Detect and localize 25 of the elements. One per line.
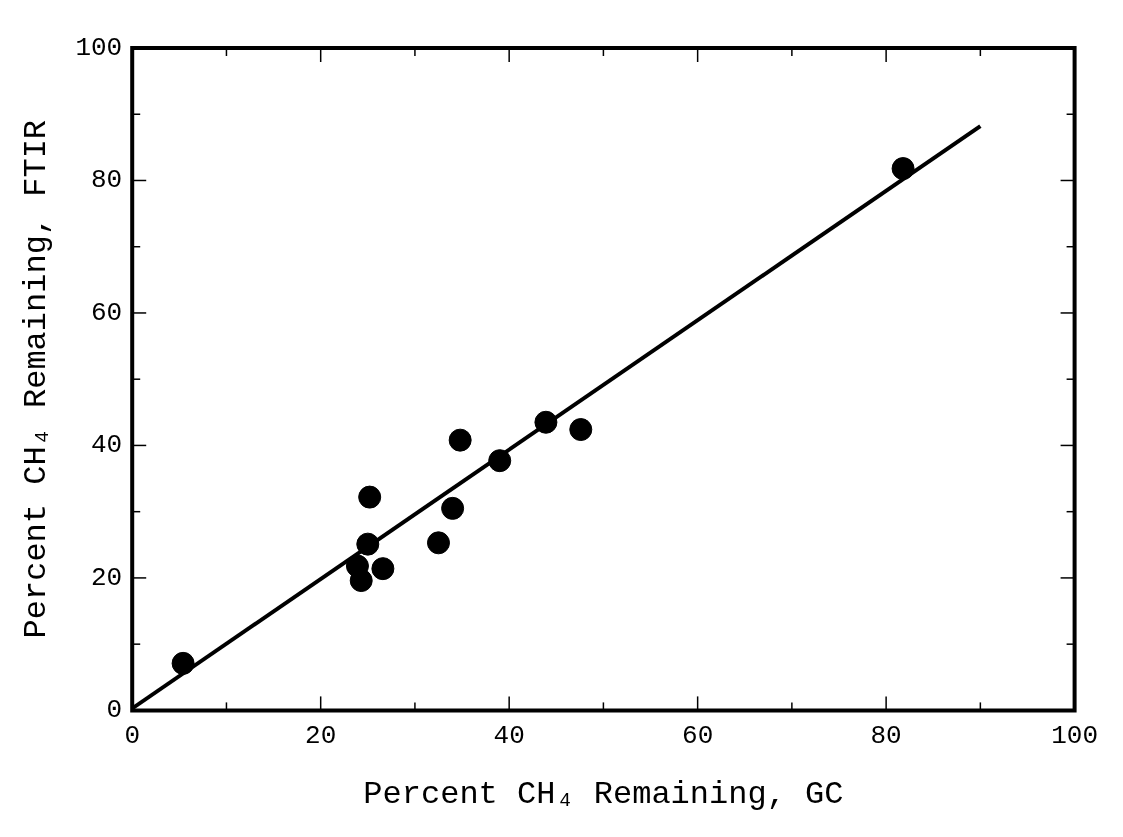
point — [426, 531, 450, 555]
x-axis-title: Percent CH₄ Remaining, GC — [363, 776, 844, 814]
x-tick-label: 40 — [493, 720, 525, 751]
y-tick-label: 20 — [90, 562, 123, 593]
point — [441, 496, 465, 520]
point — [171, 651, 195, 675]
point — [569, 418, 593, 442]
y-tick-label: 0 — [106, 695, 123, 726]
y-tick-label: 60 — [90, 297, 123, 328]
point — [891, 157, 915, 181]
x-tick-label: 20 — [305, 720, 337, 751]
point — [371, 557, 395, 581]
x-tick-label: 100 — [1051, 720, 1098, 751]
x-tick-label: 60 — [682, 720, 714, 751]
y-tick-label: 80 — [90, 165, 123, 196]
point — [358, 485, 382, 509]
point — [356, 532, 380, 556]
point — [448, 428, 472, 452]
point — [534, 410, 558, 434]
x-tick-label: 80 — [870, 720, 902, 751]
point — [488, 449, 512, 473]
y-axis-title: Percent CH₄ Remaining, FTIR — [17, 119, 55, 639]
point — [345, 554, 369, 578]
y-tick-label: 100 — [75, 32, 123, 63]
y-tick-label: 40 — [90, 430, 123, 461]
